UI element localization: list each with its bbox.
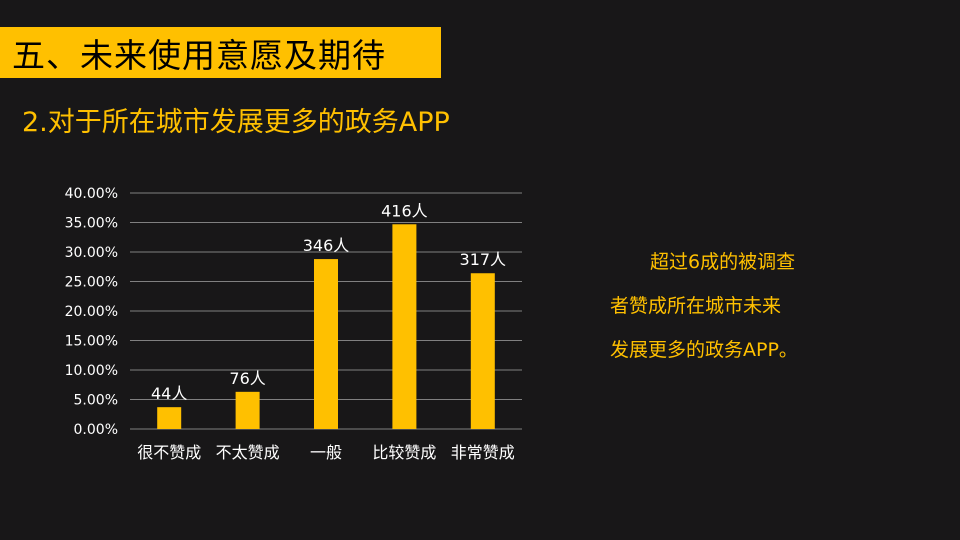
data-label: 44人 — [151, 384, 187, 403]
bar-chart-svg: 0.00% 5.00% 10.00% 15.00% 20.00% 25.00% 30.00%… — [65, 186, 522, 462]
title-banner: 五、未来使用意愿及期待 — [0, 27, 441, 78]
y-tick-label: 20.00% — [65, 304, 118, 320]
y-tick-label: 40.00% — [65, 186, 118, 202]
page-subtitle: 2.对于所在城市发展更多的政务APP — [22, 107, 450, 138]
y-tick-label: 10.00% — [65, 363, 118, 379]
bar — [392, 224, 417, 429]
y-tick-label: 35.00% — [65, 216, 118, 232]
x-category-label: 比较赞成 — [372, 443, 436, 462]
x-category-label: 非常赞成 — [451, 443, 515, 462]
x-category-label: 很不赞成 — [137, 443, 201, 462]
y-tick-label: 30.00% — [65, 245, 118, 261]
data-label: 317人 — [460, 250, 507, 269]
bar — [470, 273, 495, 429]
bar-chart: 0.00% 5.00% 10.00% 15.00% 20.00% 25.00% 30.00%… — [40, 175, 540, 475]
data-label: 346人 — [303, 236, 350, 255]
summary-line-3: 发展更多的政务APP。 — [610, 339, 798, 361]
summary-line-2: 者赞成所在城市未来 — [610, 295, 782, 317]
summary-line-1: 超过6成的被调查 — [650, 251, 796, 273]
page-title: 五、未来使用意愿及期待 — [12, 35, 386, 75]
bar — [157, 407, 182, 429]
bar — [235, 391, 260, 429]
bar — [314, 259, 338, 429]
y-tick-label: 0.00% — [74, 422, 118, 438]
y-tick-label: 5.00% — [74, 393, 118, 409]
y-tick-label: 15.00% — [65, 334, 118, 350]
data-label: 416人 — [381, 201, 428, 220]
data-label: 76人 — [229, 369, 265, 388]
x-category-label: 一般 — [310, 443, 342, 462]
summary-note: 超过6成的被调查 者赞成所在城市未来 发展更多的政务APP。 — [610, 240, 850, 372]
y-tick-label: 25.00% — [65, 275, 118, 291]
x-category-label: 不太赞成 — [216, 443, 280, 462]
